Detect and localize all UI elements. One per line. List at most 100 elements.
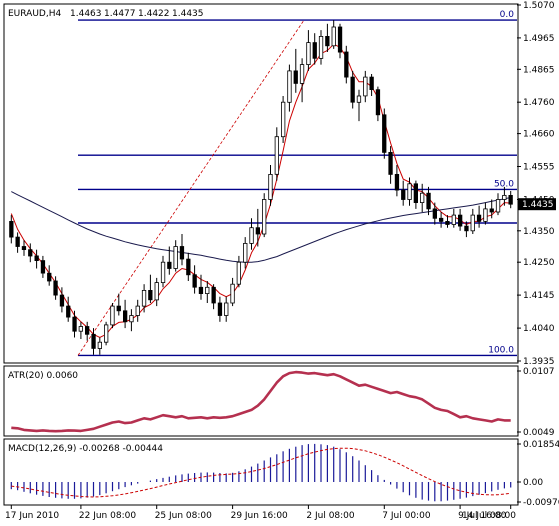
candle-body [40, 260, 46, 274]
candle-body [211, 286, 216, 304]
x-tick-label: 7 Jul 00:00 [382, 511, 431, 521]
candle [249, 218, 254, 250]
candle-body [243, 242, 248, 263]
ohlc-close: 1.4435 [172, 9, 204, 19]
candle-body [224, 302, 229, 316]
candle-body [483, 208, 488, 222]
candle-body [438, 217, 444, 222]
candle [413, 180, 419, 209]
candle [369, 74, 374, 96]
candle [407, 177, 412, 206]
candle [243, 237, 248, 269]
price-y-tick-label: 1.4350 [523, 227, 555, 237]
candle-body [261, 199, 267, 235]
candle [363, 70, 368, 103]
macd-y-tick-label: -0.00976 [523, 498, 559, 508]
candle-body [293, 70, 298, 84]
candle [129, 309, 134, 332]
candle-body [451, 214, 457, 225]
axes: 1.5070 1.4965 1.4865 1.4760 1.4660 1.4555 1.44… [5, 1, 559, 521]
atr-y-tick-label: 0.0049 [523, 428, 555, 438]
candle [293, 48, 298, 93]
candle [457, 208, 463, 231]
price-y-tick-label: 1.4760 [523, 98, 555, 108]
candle [47, 265, 52, 286]
candle-body [116, 305, 121, 312]
candle-body [97, 341, 102, 349]
candle [236, 255, 242, 288]
candle [318, 30, 324, 65]
candle [426, 186, 431, 216]
candle [312, 33, 317, 65]
candle [476, 205, 482, 228]
macd-y-tick-label: 0.01854 [523, 440, 559, 450]
candle-body [350, 76, 355, 103]
candle [91, 328, 96, 355]
price-y-tick-label: 1.4250 [523, 258, 555, 268]
macd-plot [10, 443, 512, 502]
candle [15, 232, 20, 253]
candle [148, 274, 153, 303]
candle-body [167, 261, 172, 269]
price-y-tick-label: 1.4145 [523, 291, 555, 301]
ohlc-high: 1.4477 [104, 9, 136, 19]
candle [205, 281, 210, 303]
candle-body [123, 310, 128, 323]
fib-level-label: 100.0 [488, 345, 514, 355]
x-tick-label: 29 Jun 16:00 [231, 511, 288, 521]
price-y-tick-label: 1.5070 [523, 1, 555, 11]
candle-body [287, 70, 292, 103]
last-price-label: 1.4435 [522, 200, 554, 210]
candle [280, 96, 286, 143]
x-tick-label: 22 Jun 08:00 [79, 511, 136, 521]
candle [337, 23, 343, 59]
candle-body [401, 189, 406, 200]
candle [104, 321, 109, 346]
candle [350, 70, 355, 109]
candle-body [457, 214, 463, 227]
candle [53, 276, 58, 300]
candle [419, 183, 425, 212]
candle [388, 146, 393, 184]
candle [274, 127, 280, 181]
candle [21, 240, 27, 256]
candle-body [470, 214, 475, 232]
atr-title: ATR(20) 0.0060 [8, 371, 78, 381]
candle-body [268, 173, 273, 200]
candle-body [91, 333, 96, 349]
candle-body [306, 42, 311, 65]
candle [299, 58, 305, 103]
candle-body [255, 227, 261, 235]
candle-body [419, 192, 425, 203]
candle-body [66, 305, 71, 318]
price-y-tick-label: 1.3935 [523, 357, 555, 367]
x-tick-label: 9 Jul 16:00 [458, 511, 507, 521]
candle [28, 243, 33, 263]
candle [186, 252, 191, 281]
macd-y-tick-label: 0.00 [523, 478, 543, 488]
candle [34, 249, 39, 269]
candle-body [337, 26, 343, 53]
moving-average-line [11, 191, 511, 263]
candle-body [445, 220, 450, 225]
candle [179, 234, 185, 266]
main-price-panel [3, 3, 519, 364]
candle-body [432, 208, 438, 219]
candle-body [85, 326, 90, 335]
candle [356, 89, 362, 122]
candle-body [110, 305, 115, 326]
candle [451, 208, 457, 228]
candle-body [186, 258, 191, 276]
candle [489, 199, 494, 219]
candle [211, 284, 216, 310]
candle [78, 321, 83, 339]
x-tick-label: 2 Jul 08:00 [306, 511, 355, 521]
candle-body [236, 261, 242, 285]
candle [438, 212, 444, 228]
candle-body [154, 282, 159, 301]
candle [268, 165, 273, 206]
candle [464, 221, 469, 238]
x-tick-label: 14 Jul 08:00 [462, 511, 516, 521]
candle-body [192, 274, 197, 288]
fib-trendline [77, 19, 305, 356]
